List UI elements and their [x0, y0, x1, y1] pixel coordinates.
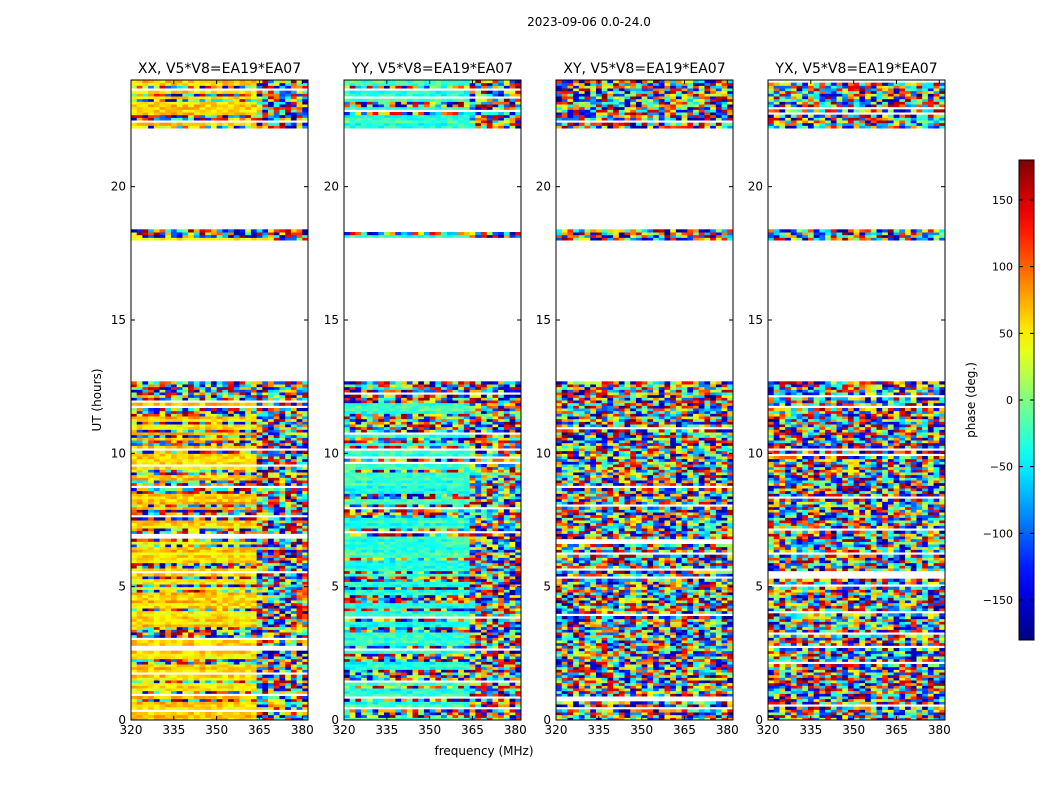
- x-tick-label: 320: [757, 723, 780, 737]
- phase-heatmap: [768, 82, 945, 720]
- y-tick-label: 20: [748, 180, 763, 194]
- panels: XX, V5*V8=EA19*EA07 320 335 350 365 380 0 5 10 15…: [111, 61, 951, 737]
- colorbar-tick-label: −150: [983, 594, 1013, 607]
- panel-yy: YY, V5*V8=EA19*EA07 320 335 350 365 380 0 5 10 15…: [324, 61, 527, 737]
- panel-frame: [767, 79, 946, 721]
- y-tick-label: 0: [331, 713, 339, 727]
- panel-yx: YX, V5*V8=EA19*EA07 320 335 350 365 380 0 5 10 15…: [748, 61, 951, 737]
- panel-xy: XY, V5*V8=EA19*EA07 320 335 350 365 380 0 5 10 15…: [536, 61, 739, 737]
- x-tick-label: 365: [885, 723, 908, 737]
- colorbar: 150 100 50 0 −50 −100 −150 phase (deg.): [964, 159, 1035, 641]
- x-tick-label: 320: [120, 723, 143, 737]
- colorbar-tick-label: 0: [1006, 394, 1013, 407]
- x-tick-label: 335: [799, 723, 822, 737]
- y-tick-label: 10: [111, 446, 126, 460]
- x-tick-label: 320: [333, 723, 356, 737]
- y-tick-label: 10: [748, 446, 763, 460]
- x-tick-label: 335: [162, 723, 185, 737]
- panel-title: YX, V5*V8=EA19*EA07: [774, 61, 937, 77]
- colorbar-tick-label: −100: [983, 527, 1013, 540]
- x-tick-label: 380: [291, 723, 314, 737]
- colorbar-label: phase (deg.): [964, 362, 978, 438]
- phase-heatmap: [344, 80, 521, 720]
- panel-title: XX, V5*V8=EA19*EA07: [138, 61, 301, 77]
- x-tick-label: 380: [928, 723, 951, 737]
- x-tick-label: 365: [248, 723, 271, 737]
- y-tick-label: 0: [543, 713, 551, 727]
- colorbar-tick-label: 100: [992, 261, 1013, 274]
- panel-frame: [130, 79, 309, 721]
- panel-xx: XX, V5*V8=EA19*EA07 320 335 350 365 380 0 5 10 15…: [111, 61, 314, 737]
- x-tick-label: 350: [205, 723, 228, 737]
- y-tick-label: 15: [324, 313, 339, 327]
- y-tick-label: 15: [111, 313, 126, 327]
- y-tick-label: 20: [536, 180, 551, 194]
- x-tick-label: 380: [716, 723, 739, 737]
- figure-suptitle: 2023-09-06 0.0-24.0: [527, 15, 651, 29]
- y-tick-label: 10: [536, 446, 551, 460]
- x-tick-label: 350: [630, 723, 653, 737]
- x-tick-label: 365: [673, 723, 696, 737]
- panel-title: YY, V5*V8=EA19*EA07: [351, 61, 513, 77]
- x-tick-label: 380: [504, 723, 527, 737]
- x-tick-label: 350: [842, 723, 865, 737]
- colorbar-tick-label: 150: [992, 194, 1013, 207]
- phase-heatmap: [556, 80, 733, 720]
- phase-heatmap: [131, 80, 308, 720]
- y-axis-label: UT (hours): [90, 368, 104, 431]
- colorbar-tick-label: 50: [999, 327, 1013, 340]
- colorbar-tick-label: −50: [990, 461, 1013, 474]
- y-tick-label: 20: [111, 180, 126, 194]
- y-tick-label: 0: [118, 713, 126, 727]
- x-axis-label: frequency (MHz): [434, 744, 533, 758]
- y-tick-label: 5: [543, 580, 551, 594]
- x-tick-label: 335: [587, 723, 610, 737]
- y-tick-label: 0: [755, 713, 763, 727]
- y-tick-label: 10: [324, 446, 339, 460]
- y-tick-label: 15: [748, 313, 763, 327]
- x-tick-label: 320: [545, 723, 568, 737]
- y-tick-label: 15: [536, 313, 551, 327]
- x-tick-label: 335: [375, 723, 398, 737]
- y-tick-label: 5: [331, 580, 339, 594]
- y-tick-label: 20: [324, 180, 339, 194]
- panel-frame: [555, 79, 734, 721]
- panel-title: XY, V5*V8=EA19*EA07: [563, 61, 725, 77]
- x-tick-label: 350: [418, 723, 441, 737]
- y-tick-label: 5: [118, 580, 126, 594]
- panel-frame: [343, 79, 522, 721]
- x-tick-label: 365: [461, 723, 484, 737]
- y-tick-label: 5: [755, 580, 763, 594]
